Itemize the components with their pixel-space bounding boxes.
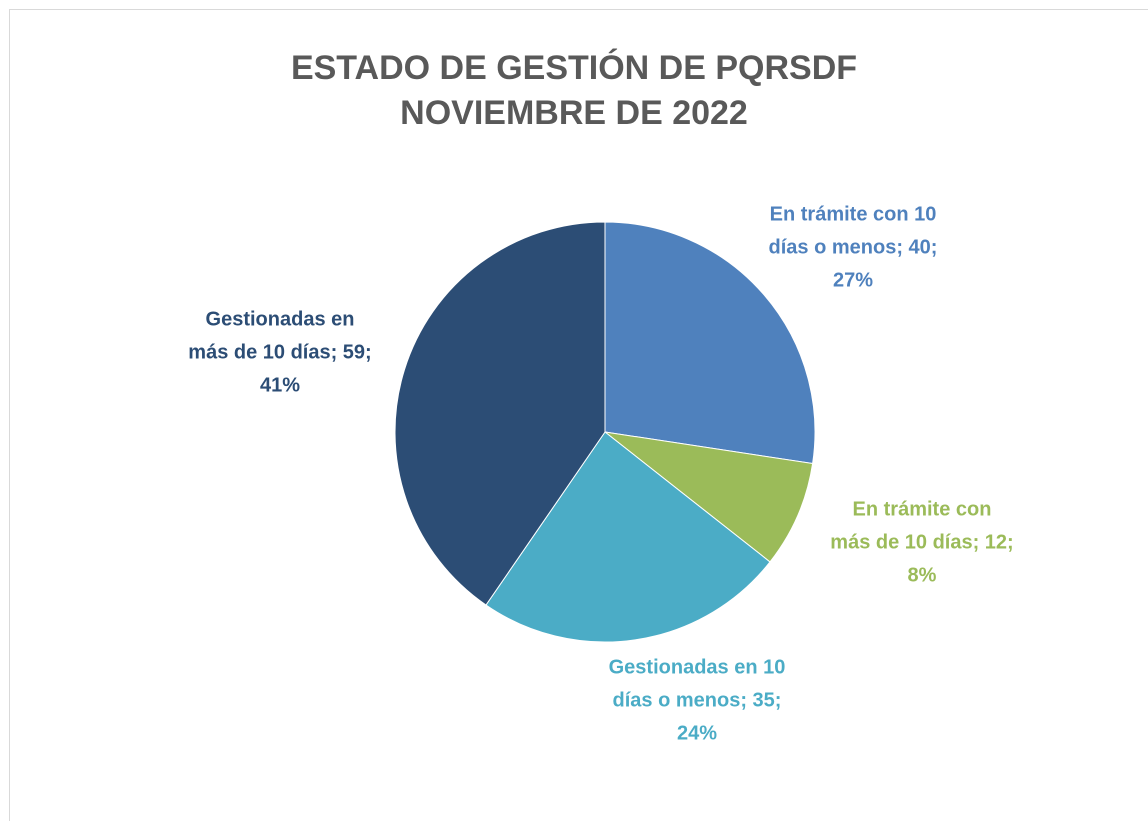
pie-slice (604, 221, 816, 465)
data-label: más de 10 días; 12; (830, 531, 1013, 553)
chart-subtitle: NOVIEMBRE DE 2022 (400, 94, 748, 132)
data-label: 8% (908, 564, 937, 586)
data-label: días o menos; 40; (769, 236, 938, 258)
pie-slice (394, 221, 606, 606)
pie-slice (603, 431, 814, 563)
data-label: días o menos; 35; (613, 689, 782, 711)
data-label: 24% (677, 722, 717, 744)
data-label: 41% (260, 374, 300, 396)
data-label: más de 10 días; 59; (188, 341, 371, 363)
chart-title: ESTADO DE GESTIÓN DE PQRSDF (291, 49, 857, 87)
data-label: 27% (833, 269, 873, 291)
data-label: En trámite con (853, 498, 992, 520)
data-label: En trámite con 10 (770, 203, 937, 225)
data-label: Gestionadas en 10 (609, 656, 786, 678)
pie-slice (485, 431, 771, 643)
data-label: Gestionadas en (206, 308, 355, 330)
